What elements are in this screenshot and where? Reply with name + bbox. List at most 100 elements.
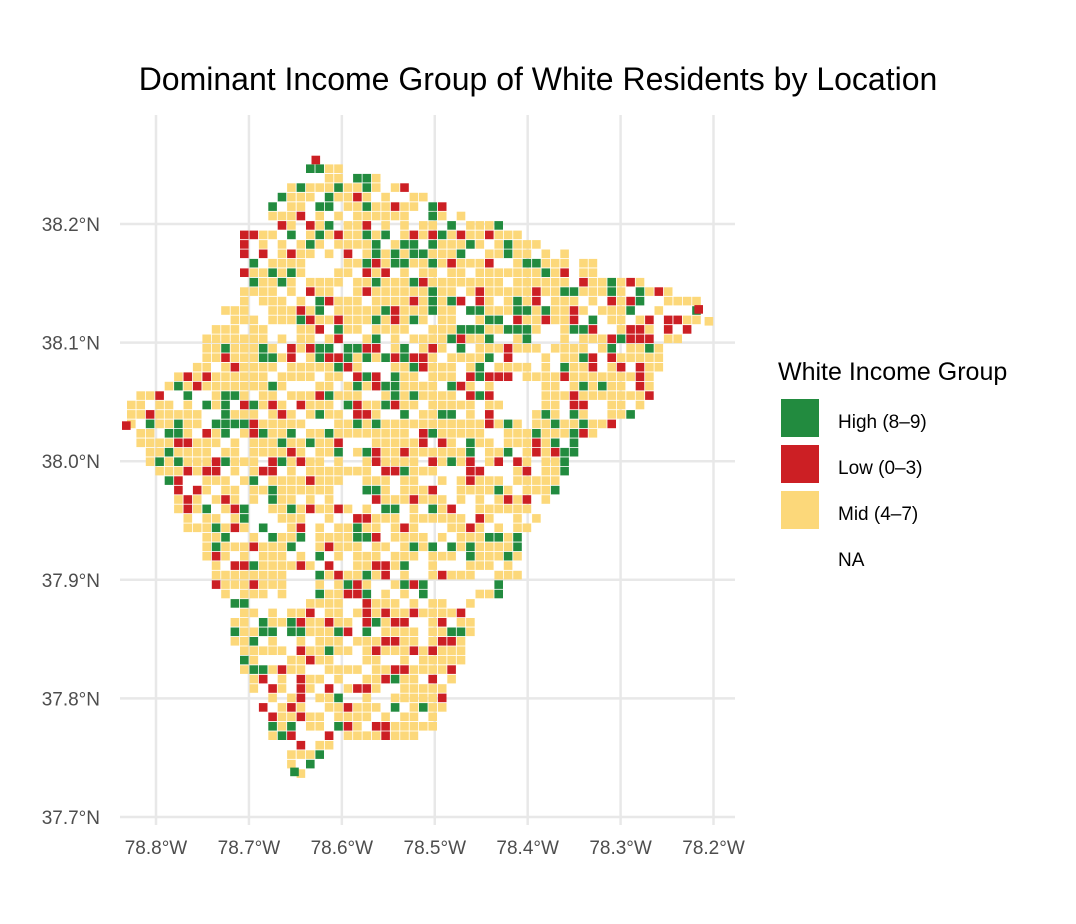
grid-cell-mid [494, 570, 503, 580]
grid-cell-mid [437, 258, 447, 268]
grid-cell-mid [541, 438, 551, 448]
grid-cell-low [485, 391, 494, 400]
grid-cell-mid [409, 419, 419, 429]
grid-cell-mid [409, 533, 419, 542]
grid-cell-high [296, 183, 306, 192]
grid-cell-low [362, 287, 372, 296]
grid-cell-mid [334, 429, 343, 438]
grid-cell-mid [306, 646, 315, 655]
grid-cell-mid [428, 334, 437, 344]
grid-cell-mid [541, 419, 551, 429]
grid-cell-mid [221, 447, 230, 457]
grid-cell-mid [183, 400, 193, 410]
grid-cell-mid [343, 618, 353, 627]
grid-cell-mid [456, 514, 466, 523]
grid-cell-low [202, 429, 211, 438]
grid-cell-low [485, 419, 494, 429]
grid-cell-mid [560, 325, 569, 334]
grid-cell-mid [409, 684, 419, 693]
grid-cell-low [221, 353, 230, 362]
grid-cell-low [419, 362, 428, 372]
grid-cell-mid [485, 447, 494, 457]
x-tick-label: 78.5°W [404, 838, 467, 859]
grid-cell-mid [466, 485, 475, 495]
grid-cell-high [334, 627, 343, 637]
grid-cell-mid [249, 353, 259, 362]
grid-cell-high [315, 353, 324, 362]
grid-cell-mid [437, 391, 447, 400]
grid-cell-mid [324, 533, 334, 542]
grid-cell-high [362, 570, 372, 580]
grid-cell-low [324, 296, 334, 306]
grid-cell-mid [306, 674, 315, 684]
grid-cell-mid [192, 438, 202, 448]
grid-cell-mid [381, 287, 390, 296]
grid-cell-mid [230, 457, 240, 466]
grid-cell-mid [306, 306, 315, 315]
legend-label-low: Low (0–3) [838, 458, 923, 479]
grid-cell-high [494, 580, 503, 589]
grid-cell-mid [437, 504, 447, 514]
grid-cell-mid [447, 514, 456, 523]
grid-cell-mid [277, 589, 287, 599]
grid-cell-mid [541, 466, 551, 476]
grid-cell-high [306, 164, 315, 173]
grid-cell-mid [240, 306, 249, 315]
grid-cell-low [371, 381, 381, 391]
grid-cell-mid [419, 230, 428, 240]
grid-cell-mid [550, 306, 560, 315]
grid-cell-mid [277, 315, 287, 325]
grid-cell-high [428, 296, 437, 306]
grid-cell-mid [371, 523, 381, 533]
grid-cell-mid [428, 722, 437, 731]
grid-cell-high [466, 240, 475, 249]
grid-cell-mid [419, 466, 428, 476]
grid-cell-low [569, 391, 579, 400]
grid-cell-low [277, 221, 287, 230]
grid-cell-low [654, 287, 664, 296]
grid-cell-low [353, 410, 362, 419]
grid-cell-mid [598, 391, 607, 400]
grid-cell-mid [485, 476, 494, 485]
grid-cell-mid [654, 306, 664, 315]
grid-cell-mid [192, 495, 202, 504]
y-tick-label: 37.7°N [42, 808, 100, 829]
grid-cell-mid [550, 277, 560, 287]
grid-cell-mid [258, 391, 268, 400]
grid-cell-mid [532, 277, 541, 287]
grid-cell-mid [230, 315, 240, 325]
grid-cell-low [240, 240, 249, 249]
grid-cell-mid [503, 230, 513, 240]
grid-cell-low [174, 438, 183, 448]
grid-cell-mid [626, 391, 635, 400]
grid-cell-mid [334, 466, 343, 476]
grid-cell-mid [390, 646, 400, 655]
grid-cell-high [485, 353, 494, 362]
grid-cell-high [315, 750, 324, 759]
grid-cell-low [296, 693, 306, 703]
grid-cell-mid [334, 665, 343, 674]
grid-cell-low [249, 419, 259, 429]
grid-cell-mid [513, 495, 522, 504]
grid-cell-mid [334, 476, 343, 485]
grid-cell-low [550, 447, 560, 457]
grid-cell-mid [419, 485, 428, 495]
grid-cell-mid [522, 277, 532, 287]
grid-cell-mid [183, 429, 193, 438]
grid-cell-mid [513, 514, 522, 523]
grid-cell-mid [485, 514, 494, 523]
grid-cell-mid [447, 419, 456, 429]
grid-cell-high [560, 447, 569, 457]
grid-cell-high [390, 674, 400, 684]
grid-cell-mid [447, 353, 456, 362]
grid-cell-mid [371, 476, 381, 485]
grid-cell-mid [334, 712, 343, 722]
grid-cell-high [494, 485, 503, 495]
grid-cell-low [287, 249, 296, 259]
grid-cell-mid [456, 429, 466, 438]
grid-cell-mid [409, 504, 419, 514]
grid-cell-mid [287, 485, 296, 495]
grid-cell-high [315, 551, 324, 561]
grid-cell-mid [390, 438, 400, 448]
grid-cell-mid [287, 750, 296, 759]
